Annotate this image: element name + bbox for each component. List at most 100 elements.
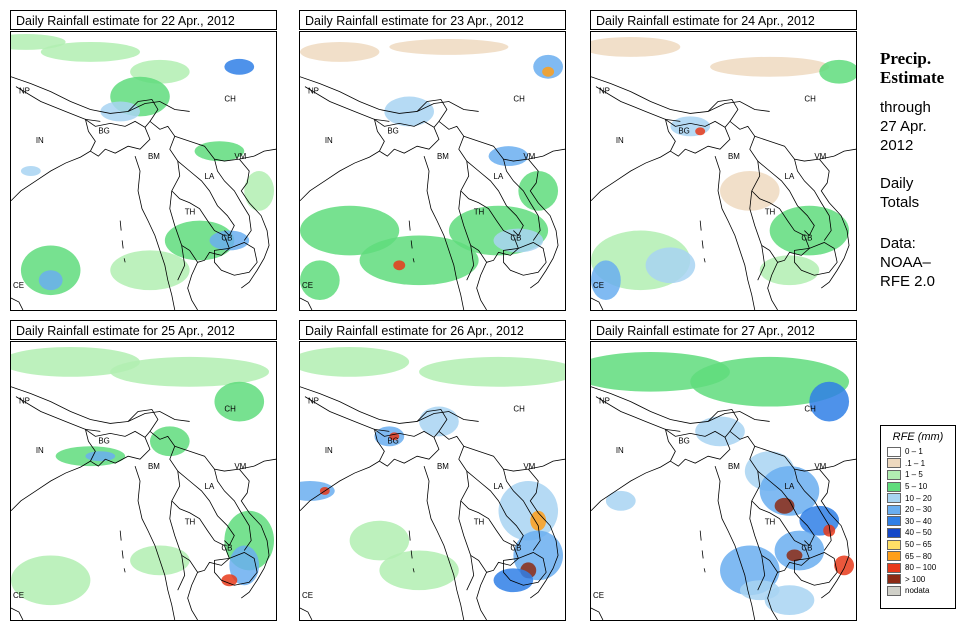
panel-title: Daily Rainfall estimate for 22 Apr., 201… bbox=[10, 10, 277, 30]
panel-title: Daily Rainfall estimate for 25 Apr., 201… bbox=[10, 320, 277, 340]
rainfall-map: NP CH IN BG BM VM LA TH CB CE bbox=[299, 31, 566, 311]
country-label-bg: BG bbox=[387, 126, 398, 135]
country-label-in: IN bbox=[325, 136, 333, 145]
rainfall-area bbox=[518, 171, 559, 211]
rainfall-area bbox=[419, 406, 459, 437]
country-label-np: NP bbox=[599, 87, 610, 96]
legend-swatch bbox=[887, 504, 901, 515]
country-label-ce: CE bbox=[593, 591, 604, 600]
rfe-legend: RFE (mm) 0 – 1.1 – 1 1 – 5 5 – 10 10 – 20 20… bbox=[880, 425, 956, 609]
country-label-bg: BG bbox=[387, 436, 398, 445]
legend-item: 65 – 80 bbox=[887, 550, 949, 562]
rainfall-area bbox=[300, 481, 335, 501]
panel-title: Daily Rainfall estimate for 27 Apr., 201… bbox=[590, 320, 857, 340]
side-totals: Totals bbox=[880, 194, 920, 211]
rainfall-area bbox=[384, 96, 434, 127]
rainfall-area bbox=[533, 54, 564, 79]
country-label-th: TH bbox=[765, 518, 776, 527]
legend-label: nodata bbox=[905, 586, 930, 596]
country-label-bg: BG bbox=[678, 126, 689, 135]
country-label-bg: BG bbox=[98, 126, 109, 135]
country-label-ch: CH bbox=[804, 405, 816, 414]
country-label-in: IN bbox=[325, 446, 333, 455]
side-date-line2: 2012 bbox=[880, 137, 914, 154]
legend-label: 20 – 30 bbox=[905, 505, 932, 515]
rainfall-map: NP CH IN BG BM VM LA TH CB CE bbox=[590, 31, 857, 311]
country-label-th: TH bbox=[765, 208, 776, 217]
country-label-np: NP bbox=[308, 397, 319, 406]
rainfall-area bbox=[493, 568, 534, 593]
country-label-np: NP bbox=[19, 397, 30, 406]
panel-title: Daily Rainfall estimate for 26 Apr., 201… bbox=[299, 320, 566, 340]
rainfall-area bbox=[774, 530, 825, 571]
rainfall-area bbox=[149, 426, 190, 457]
country-label-in: IN bbox=[616, 136, 624, 145]
legend-title: RFE (mm) bbox=[892, 431, 944, 443]
country-label-cb: CB bbox=[510, 543, 521, 552]
map-panel: Daily Rainfall estimate for 27 Apr., 201… bbox=[590, 320, 857, 621]
rainfall-area bbox=[300, 260, 340, 301]
country-label-la: LA bbox=[785, 172, 795, 181]
country-label-th: TH bbox=[185, 208, 196, 217]
country-label-in: IN bbox=[36, 136, 44, 145]
legend-item: nodata bbox=[887, 585, 949, 597]
country-label-la: LA bbox=[785, 482, 795, 491]
rainfall-map: NP CH IN BG BM VM LA TH CB CE bbox=[10, 341, 277, 621]
rainfall-area bbox=[209, 230, 250, 251]
country-label-bm: BM bbox=[437, 462, 449, 471]
rainfall-area bbox=[774, 497, 795, 514]
country-label-np: NP bbox=[599, 397, 610, 406]
rainfall-area bbox=[11, 555, 91, 606]
rainfall-area bbox=[819, 59, 856, 84]
country-label-cb: CB bbox=[510, 233, 521, 242]
rainfall-area bbox=[834, 555, 855, 576]
legend-swatch bbox=[887, 539, 901, 550]
rainfall-area bbox=[85, 451, 116, 462]
country-label-th: TH bbox=[185, 518, 196, 527]
legend-item: > 100 bbox=[887, 574, 949, 586]
legend-label: > 100 bbox=[905, 574, 926, 584]
rainfall-area bbox=[300, 347, 410, 377]
rainfall-area bbox=[645, 247, 696, 284]
country-label-ce: CE bbox=[302, 281, 313, 290]
legend-item: 0 – 1 bbox=[887, 446, 949, 458]
side-data-product: RFE 2.0 bbox=[880, 273, 936, 290]
rainfall-area bbox=[605, 490, 636, 511]
panel-title: Daily Rainfall estimate for 23 Apr., 201… bbox=[299, 10, 566, 30]
country-label-cb: CB bbox=[221, 233, 232, 242]
map-panel: Daily Rainfall estimate for 26 Apr., 201… bbox=[299, 320, 566, 621]
rainfall-map: NP CH IN BG BM VM LA TH CB CE bbox=[299, 341, 566, 621]
rainfall-area bbox=[221, 574, 238, 587]
rainfall-area bbox=[493, 228, 544, 253]
country-label-ce: CE bbox=[13, 281, 24, 290]
rainfall-area bbox=[591, 260, 621, 301]
rainfall-area bbox=[349, 520, 410, 561]
country-label-bg: BG bbox=[98, 436, 109, 445]
legend-label: 30 – 40 bbox=[905, 516, 932, 526]
legend-label: 65 – 80 bbox=[905, 551, 932, 561]
legend-item: 30 – 40 bbox=[887, 516, 949, 528]
country-label-ch: CH bbox=[513, 95, 525, 104]
country-label-la: LA bbox=[494, 172, 504, 181]
legend-swatch bbox=[887, 481, 901, 492]
legend-label: 5 – 10 bbox=[905, 482, 928, 492]
legend-label: 0 – 1 bbox=[905, 447, 923, 457]
legend-swatch bbox=[887, 469, 901, 480]
rainfall-area bbox=[498, 481, 559, 541]
legend-item: 5 – 10 bbox=[887, 481, 949, 493]
rainfall-area bbox=[488, 146, 529, 167]
map-panel: Daily Rainfall estimate for 25 Apr., 201… bbox=[10, 320, 277, 621]
rainfall-map: NP CH IN BG BM VM LA TH CB CE bbox=[10, 31, 277, 311]
legend-swatch bbox=[887, 527, 901, 538]
legend-item: 10 – 20 bbox=[887, 492, 949, 504]
rainfall-area bbox=[379, 550, 459, 591]
country-label-vm: VM bbox=[523, 462, 535, 471]
country-label-np: NP bbox=[19, 87, 30, 96]
rainfall-area bbox=[720, 171, 780, 211]
country-label-vm: VM bbox=[523, 152, 535, 161]
rainfall-area bbox=[300, 41, 380, 62]
map-panel: Daily Rainfall estimate for 22 Apr., 201… bbox=[10, 10, 277, 311]
rainfall-area bbox=[100, 101, 141, 122]
side-data-label: Data: bbox=[880, 235, 916, 252]
country-label-cb: CB bbox=[801, 543, 812, 552]
